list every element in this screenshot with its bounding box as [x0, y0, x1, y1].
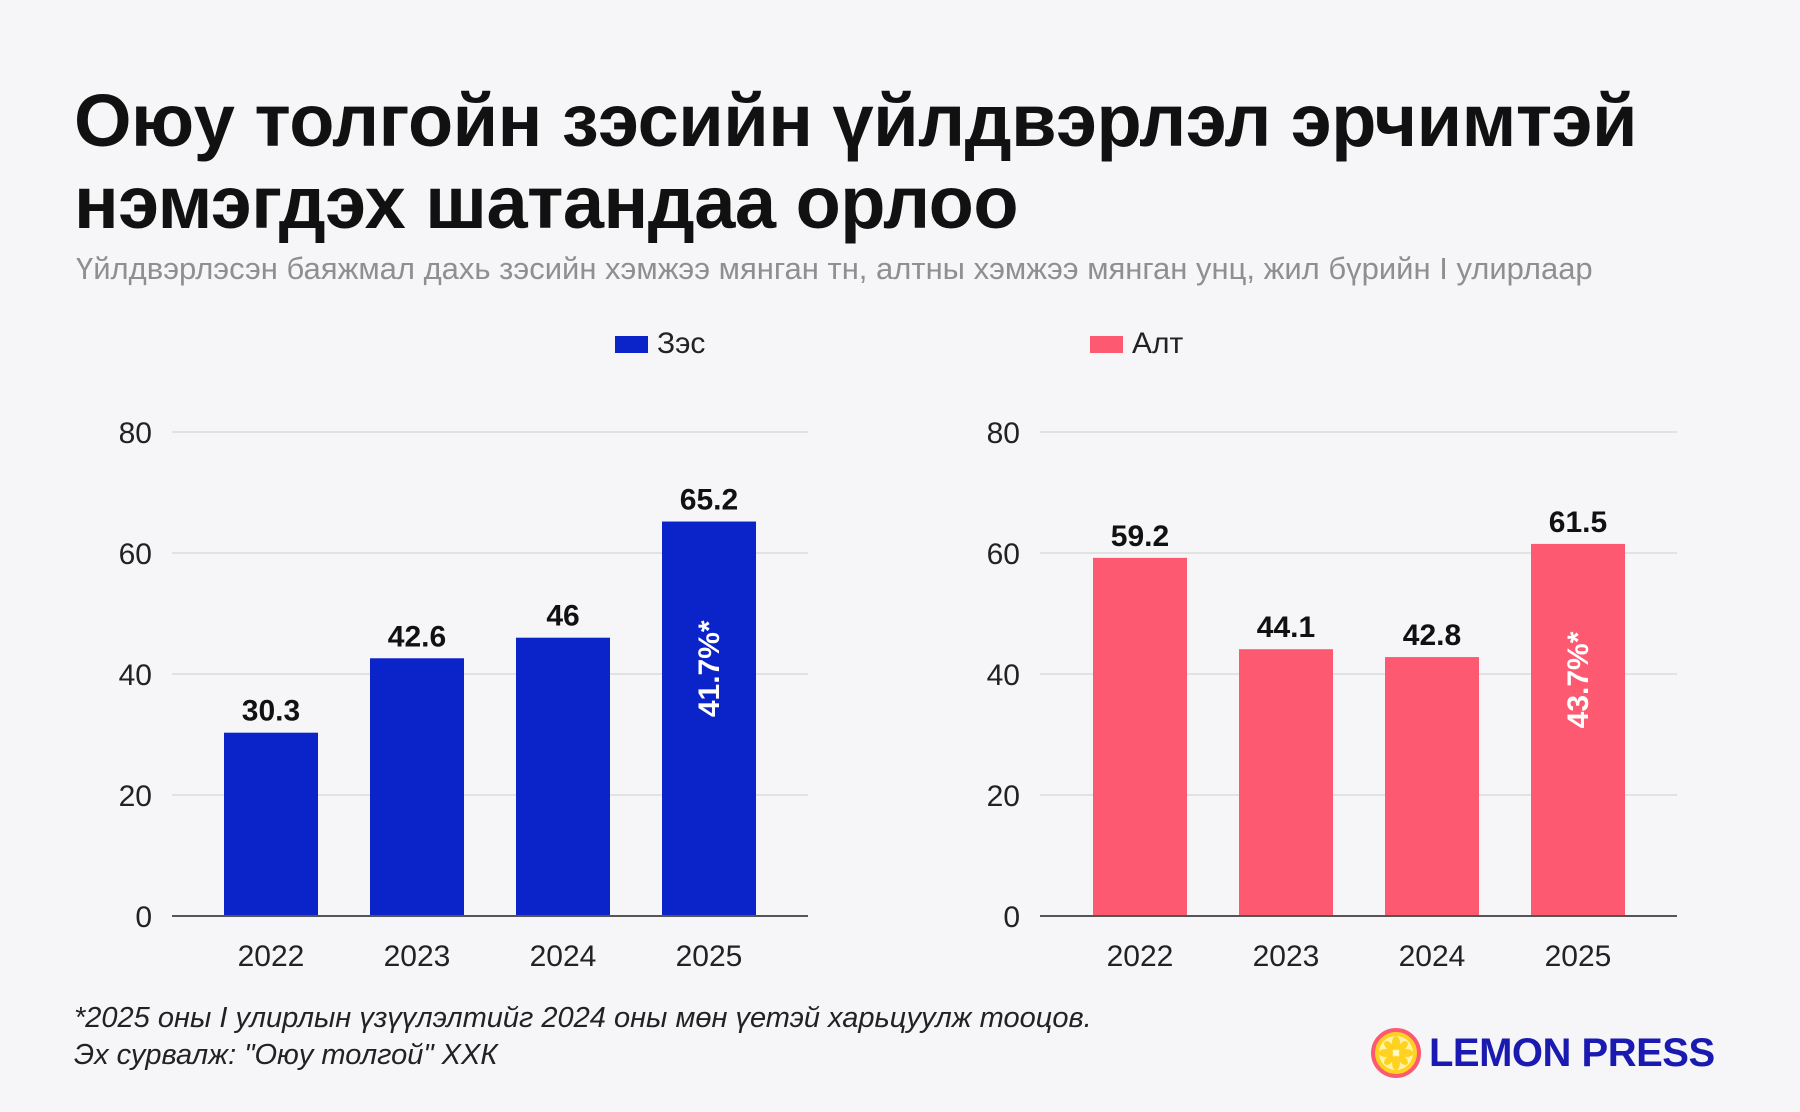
- gold-y-tick-label: 20: [987, 780, 1020, 813]
- copper-y-tick-label: 0: [135, 901, 152, 934]
- legend-swatch-gold: [1090, 335, 1123, 353]
- chart-subtitle: Үйлдвэрлэсэн баяжмал дахь зэсийн хэмжээ …: [76, 251, 1593, 286]
- copper-bar: [662, 521, 756, 916]
- gold-x-tick-label: 2024: [1399, 940, 1466, 973]
- copper-x-tick-label: 2022: [238, 940, 305, 973]
- footnote-note: *2025 оны I улирлын үзүүлэлтийг 2024 оны…: [74, 1002, 1092, 1034]
- copper-y-tick-label: 60: [119, 538, 152, 571]
- gold-y-tick-label: 40: [987, 659, 1020, 692]
- gold-bar: [1239, 649, 1333, 916]
- copper-growth-label: 41.7%*: [693, 620, 726, 717]
- copper-x-tick-label: 2024: [530, 940, 597, 973]
- copper-bar: [224, 732, 318, 916]
- copper-value-label: 42.6: [388, 620, 446, 653]
- gold-value-label: 61.5: [1549, 506, 1607, 539]
- gold-value-label: 44.1: [1257, 611, 1315, 644]
- gold-value-label: 59.2: [1111, 520, 1169, 553]
- footnote-source: Эх сурвалж: "Оюу толгой" ХХК: [74, 1039, 498, 1071]
- title-line-1: Оюу толгойн зэсийн үйлдвэрлэл эрчимтэй: [74, 79, 1637, 162]
- copper-x-tick-label: 2025: [676, 940, 743, 973]
- legend-swatch-copper: [615, 335, 648, 353]
- gold-bar: [1093, 557, 1187, 916]
- legend-label-copper: Зэс: [657, 327, 706, 360]
- page-title: Оюу толгойн зэсийн үйлдвэрлэл эрчимтэй н…: [74, 80, 1754, 244]
- lemon-slice-icon: [1371, 1028, 1421, 1078]
- gold-y-tick-label: 80: [987, 417, 1020, 450]
- copper-y-tick-label: 80: [119, 417, 152, 450]
- copper-bar: [516, 637, 610, 916]
- copper-value-label: 65.2: [680, 484, 738, 517]
- gold-bar: [1385, 657, 1479, 916]
- gold-bar: [1531, 543, 1625, 916]
- legend-item-gold: Алт: [1090, 326, 1183, 362]
- copper-value-label: 46: [546, 600, 579, 633]
- legend-label-gold: Алт: [1132, 327, 1184, 360]
- gold-x-tick-label: 2025: [1545, 940, 1612, 973]
- brand-name: LEMON PRESS: [1429, 1030, 1715, 1075]
- brand-logo: LEMON PRESS: [1371, 1023, 1715, 1083]
- gold-value-label: 42.8: [1403, 619, 1461, 652]
- gold-y-tick-label: 60: [987, 538, 1020, 571]
- legend-item-copper: Зэс: [615, 326, 705, 362]
- gold-y-tick-label: 0: [1003, 901, 1020, 934]
- copper-value-label: 30.3: [242, 695, 300, 728]
- footnote: *2025 оны I улирлын үзүүлэлтийг 2024 оны…: [74, 1000, 1092, 1074]
- copper-bar: [370, 658, 464, 916]
- copper-y-tick-label: 20: [119, 780, 152, 813]
- copper-x-tick-label: 2023: [384, 940, 451, 973]
- title-line-2: нэмэгдэх шатандаа орлоо: [74, 161, 1019, 244]
- gold-growth-label: 43.7%*: [1562, 631, 1595, 728]
- copper-y-tick-label: 40: [119, 659, 152, 692]
- gold-x-tick-label: 2023: [1253, 940, 1320, 973]
- gold-x-tick-label: 2022: [1107, 940, 1174, 973]
